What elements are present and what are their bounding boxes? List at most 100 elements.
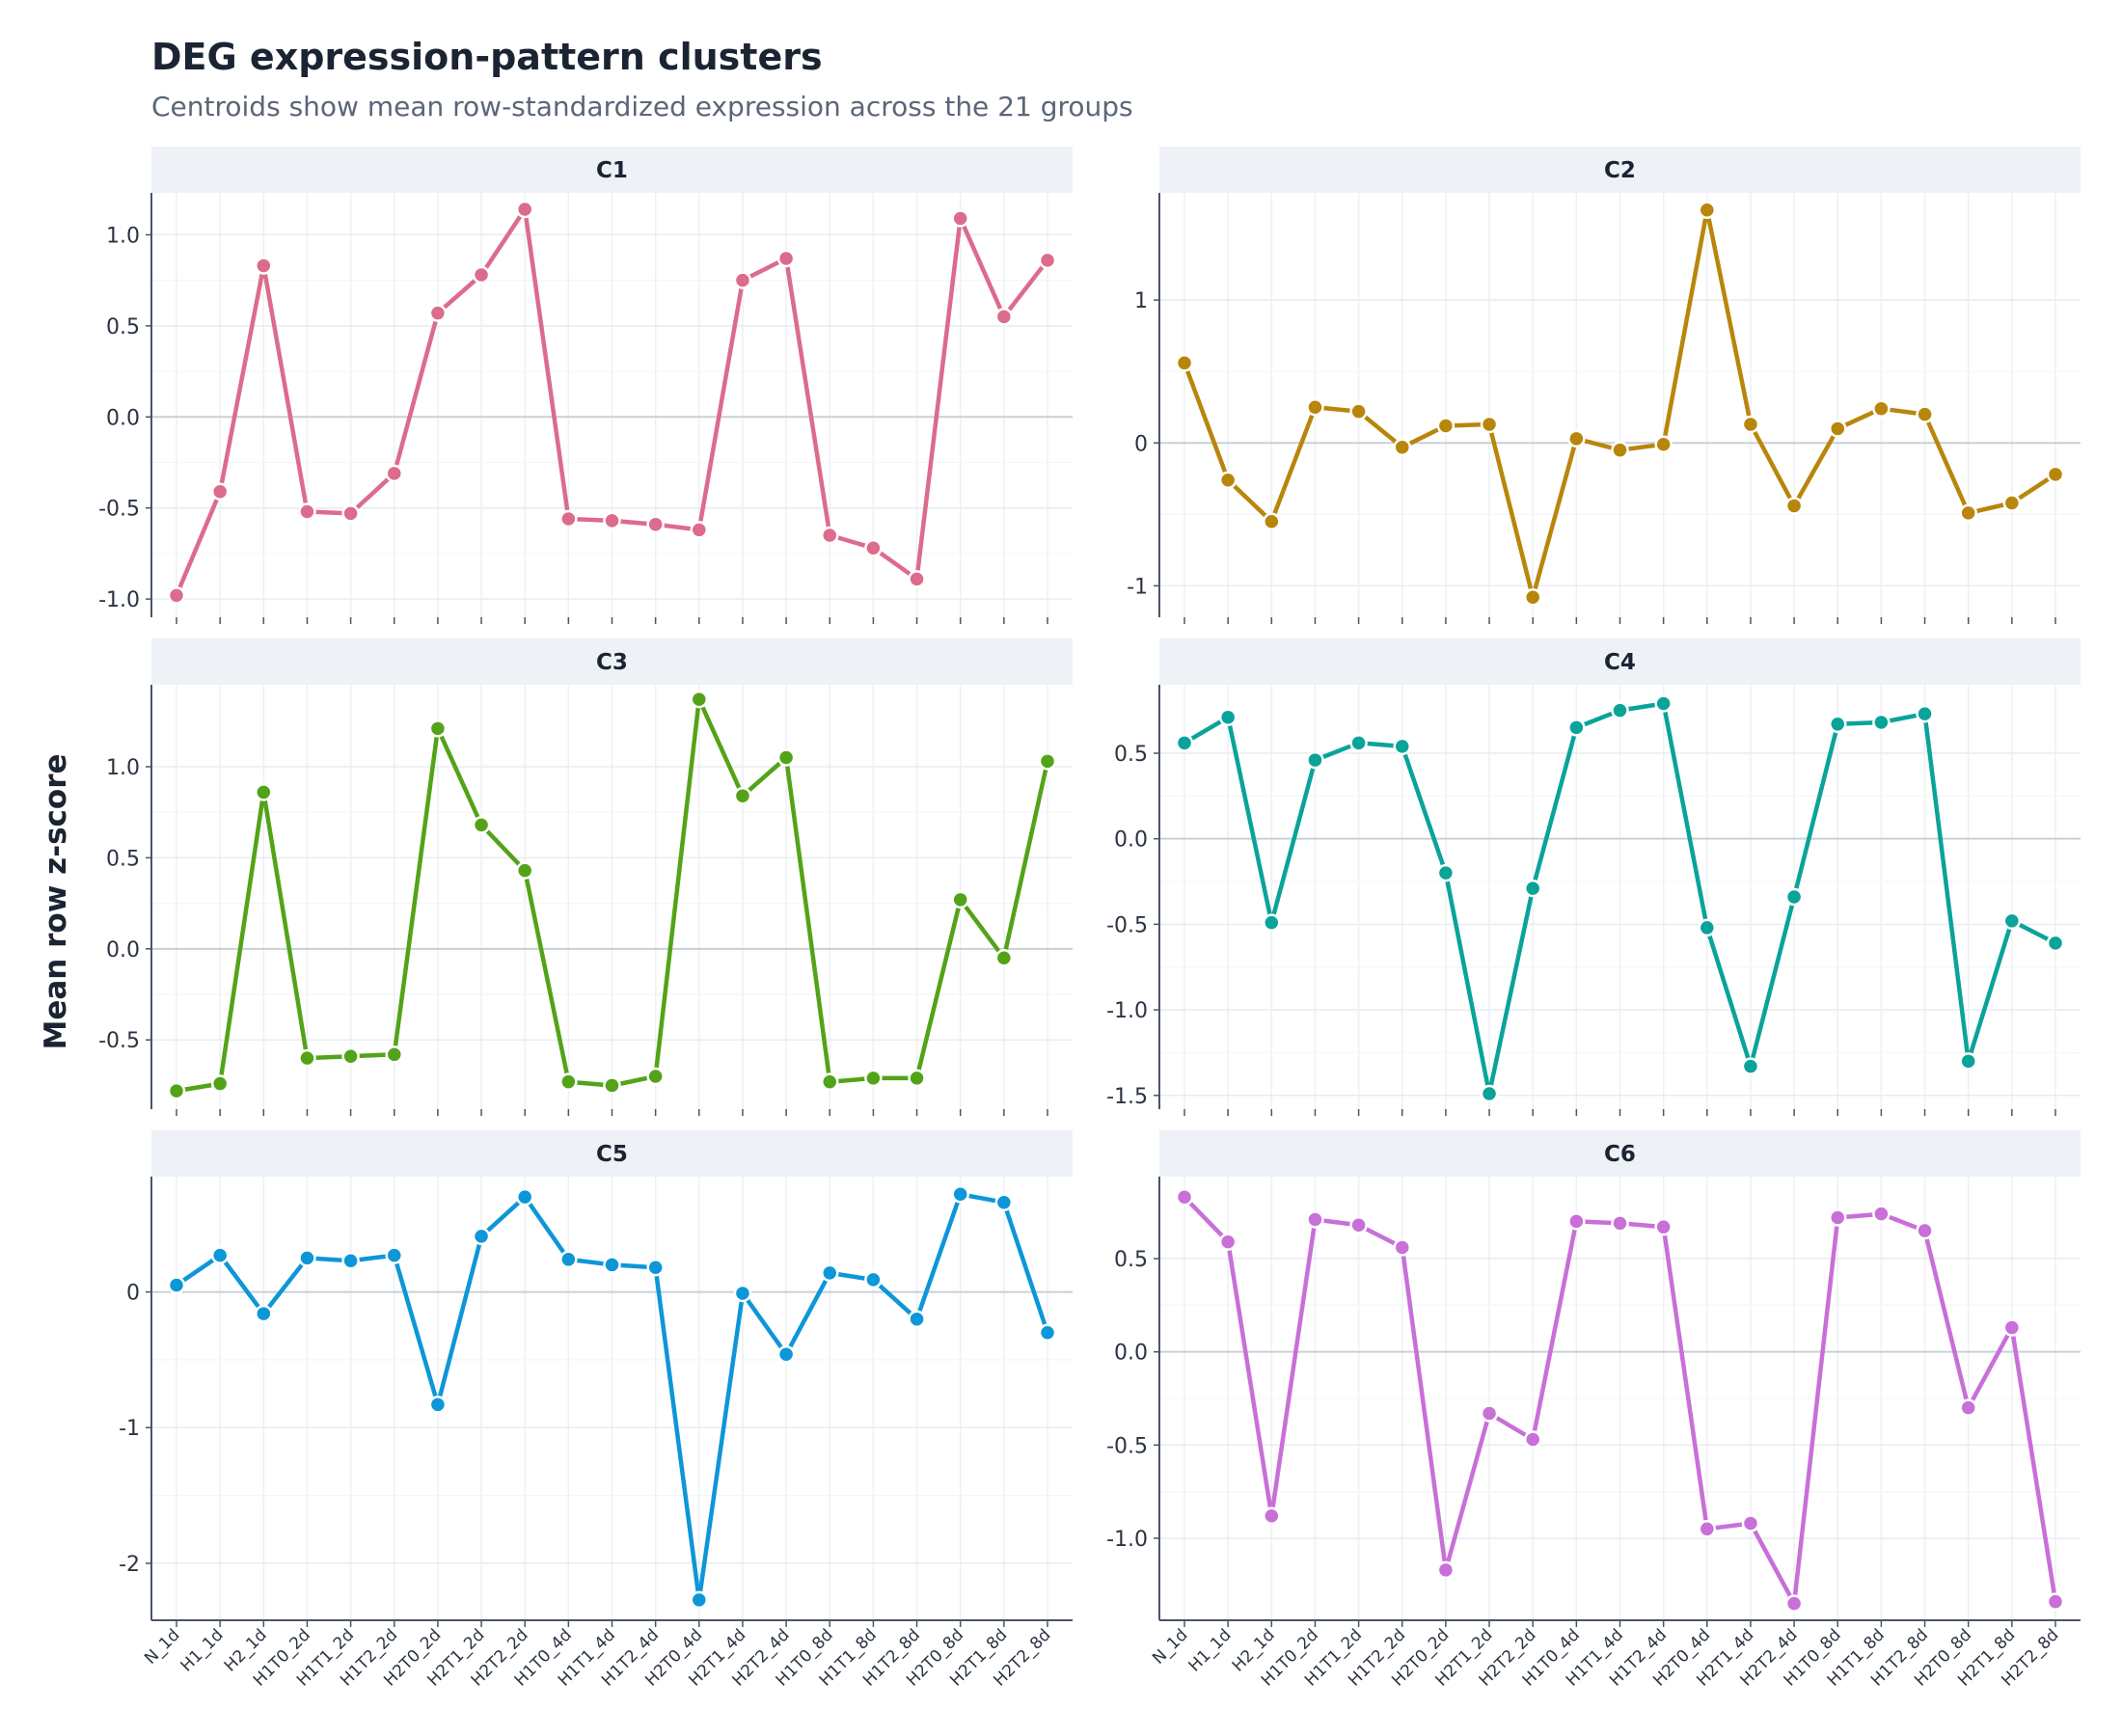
- y-axis-label: Mean row z-score: [39, 753, 73, 1049]
- facet-strip: [1159, 638, 2081, 685]
- data-point: [821, 1263, 839, 1283]
- data-point: [690, 521, 709, 539]
- data-point: [1567, 1212, 1586, 1231]
- facet-strip: [1159, 1130, 2081, 1177]
- data-point: [210, 482, 230, 501]
- data-point: [1959, 1052, 1977, 1071]
- facet-strip-label: C5: [596, 1142, 628, 1167]
- data-point: [1480, 1404, 1499, 1423]
- data-point: [341, 504, 360, 523]
- data-point: [1872, 713, 1891, 732]
- chart-subtitle: Centroids show mean row-standardized exp…: [151, 91, 1133, 122]
- data-point: [1175, 734, 1194, 752]
- data-point: [1393, 1238, 1411, 1257]
- y-tick-label: -2: [119, 1553, 140, 1577]
- data-point: [428, 719, 448, 738]
- panel-c5: C5-2-10N_1dH1_1dH2_1dH1T0_2dH1T1_2dH1T2_…: [119, 1130, 1073, 1691]
- data-point: [341, 1251, 360, 1270]
- data-point: [428, 304, 448, 322]
- data-point: [385, 1246, 403, 1264]
- data-point: [603, 1256, 621, 1274]
- data-point: [1829, 715, 1847, 734]
- data-point: [1916, 1221, 1934, 1240]
- data-point: [1959, 503, 1977, 523]
- data-point: [1741, 415, 1760, 434]
- data-point: [167, 1276, 186, 1294]
- y-tick-label: -1.0: [1106, 999, 1148, 1023]
- facet-strip: [1159, 147, 2081, 193]
- data-point: [1611, 701, 1629, 719]
- facet-strip-label: C4: [1604, 650, 1636, 675]
- data-point: [1523, 879, 1542, 898]
- data-point: [908, 1310, 926, 1328]
- data-point: [428, 1396, 448, 1414]
- data-point: [1393, 737, 1411, 756]
- data-point: [298, 1249, 316, 1267]
- y-tick-label: -0.5: [1106, 913, 1148, 937]
- data-point: [1654, 1217, 1673, 1236]
- facet-panels: C1 -1.0 -0.5 0.0 0.5 1.0 C2 -1 0 1 C3 -0.5 0.0 0.5 1.0…: [98, 147, 2081, 1691]
- data-point: [994, 949, 1014, 967]
- data-point: [1263, 913, 1281, 932]
- data-point: [341, 1046, 360, 1066]
- data-point: [1872, 399, 1891, 418]
- y-tick-label: 0.0: [106, 406, 140, 430]
- data-point: [2046, 934, 2065, 953]
- facet-strip-label: C3: [596, 650, 628, 675]
- facet-strip: [151, 638, 1073, 685]
- data-point: [733, 271, 752, 289]
- data-point: [385, 464, 403, 483]
- data-point: [1038, 752, 1057, 771]
- y-tick-label: 1: [1134, 289, 1148, 313]
- data-point: [1523, 1430, 1542, 1449]
- data-point: [821, 526, 839, 545]
- data-point: [733, 786, 752, 805]
- data-point: [1218, 708, 1238, 726]
- y-tick-label: 0.5: [106, 315, 140, 339]
- data-point: [1698, 201, 1717, 220]
- data-point: [951, 209, 969, 228]
- data-point: [1784, 497, 1804, 515]
- data-point: [1523, 588, 1542, 607]
- data-point: [298, 1048, 316, 1068]
- y-tick-label: 0.0: [1114, 828, 1148, 853]
- data-point: [2002, 1318, 2022, 1337]
- facet-strip-label: C6: [1604, 1142, 1636, 1167]
- x-tick-label: H1_1d: [177, 1625, 228, 1675]
- data-point: [1218, 1233, 1238, 1251]
- y-tick-label: -0.5: [98, 1029, 140, 1053]
- data-point: [1175, 1188, 1194, 1207]
- data-point: [1784, 1594, 1804, 1613]
- data-point: [1038, 251, 1057, 270]
- y-tick-label: -1.0: [1106, 1528, 1148, 1552]
- data-point: [1741, 1057, 1760, 1075]
- data-point: [472, 1227, 491, 1246]
- y-tick-label: 0: [1134, 432, 1148, 456]
- data-point: [1654, 694, 1673, 713]
- data-point: [1349, 734, 1368, 752]
- data-point: [690, 1590, 709, 1610]
- data-point: [515, 861, 534, 880]
- facet-strip-label: C2: [1604, 158, 1636, 183]
- data-point: [1263, 512, 1281, 530]
- data-point: [515, 1187, 534, 1207]
- data-point: [1349, 402, 1368, 420]
- data-point: [951, 1185, 969, 1204]
- data-point: [1436, 1560, 1455, 1580]
- data-point: [1306, 750, 1324, 770]
- data-point: [994, 1193, 1014, 1211]
- data-point: [167, 586, 186, 605]
- data-point: [1567, 429, 1586, 448]
- data-point: [1306, 397, 1324, 417]
- y-tick-label: 1.0: [106, 756, 140, 780]
- data-point: [1349, 1216, 1368, 1234]
- data-point: [994, 308, 1014, 326]
- y-tick-label: -1: [119, 1417, 140, 1441]
- y-tick-label: 0.5: [1114, 1248, 1148, 1272]
- data-point: [821, 1072, 839, 1091]
- data-point: [603, 511, 621, 530]
- data-point: [559, 1072, 578, 1091]
- data-point: [255, 257, 273, 275]
- data-point: [1654, 435, 1673, 453]
